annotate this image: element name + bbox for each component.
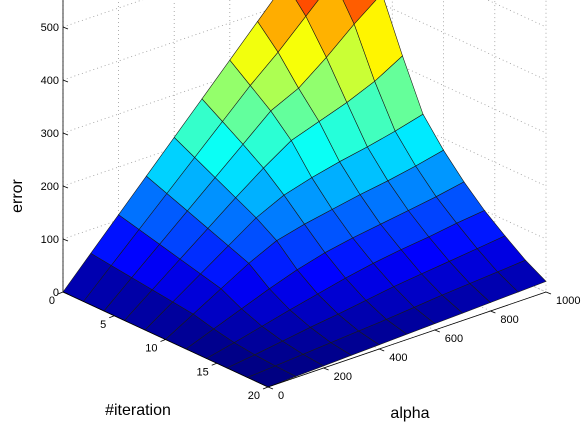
grid-line-z bbox=[62, 0, 547, 81]
y-tick-mark bbox=[57, 291, 64, 295]
z-tick-mark bbox=[62, 291, 69, 295]
surface-patch bbox=[497, 259, 547, 293]
z-tick-mark bbox=[62, 132, 69, 136]
y-tick-label: 20 bbox=[248, 390, 260, 402]
surface-patch bbox=[342, 0, 377, 25]
y-tick-mark bbox=[211, 362, 217, 366]
grid-line-z bbox=[62, 90, 547, 187]
x-tick-label: 600 bbox=[445, 333, 463, 345]
z-tick-mark bbox=[62, 79, 69, 83]
z-tick-mark bbox=[62, 26, 69, 30]
y-tick-label: 10 bbox=[145, 343, 157, 355]
z-tick-label: 500 bbox=[41, 22, 59, 34]
y-tick-label: 5 bbox=[100, 319, 106, 331]
x-tick-label: 1000 bbox=[556, 295, 580, 307]
axes bbox=[57, 0, 552, 390]
z-tick-mark bbox=[62, 238, 69, 242]
x-tick-label: 200 bbox=[334, 371, 352, 383]
x-tick-mark bbox=[323, 367, 329, 371]
z-tick-label: 400 bbox=[41, 75, 59, 87]
y-tick-mark bbox=[160, 339, 166, 342]
x-tick-label: 800 bbox=[500, 314, 518, 326]
y-tick-mark bbox=[262, 386, 269, 390]
x-tick-label: 400 bbox=[389, 352, 407, 364]
z-tick-mark bbox=[62, 185, 69, 189]
x-tick-label: 0 bbox=[278, 390, 284, 402]
tick-labels: 0200400600800100005101520010020030040050… bbox=[41, 22, 581, 402]
x-tick-mark bbox=[490, 310, 496, 314]
x-tick-mark bbox=[545, 291, 552, 295]
y-tick-label: 0 bbox=[49, 295, 55, 307]
x-axis-line bbox=[267, 291, 547, 388]
surface-patch bbox=[295, 0, 319, 17]
x-tick-mark bbox=[434, 329, 440, 333]
y-axis-label: #iteration bbox=[105, 402, 171, 419]
z-tick-label: 100 bbox=[41, 234, 59, 246]
y-tick-mark bbox=[109, 315, 115, 319]
z-axis-label: error bbox=[9, 178, 26, 212]
surface-mesh bbox=[62, 0, 547, 388]
x-axis-label: alpha bbox=[390, 405, 429, 422]
x-tick-mark bbox=[267, 386, 274, 390]
x-tick-mark bbox=[379, 348, 385, 352]
grid-line-z bbox=[62, 37, 547, 134]
z-tick-label: 200 bbox=[41, 181, 59, 193]
y-tick-label: 15 bbox=[197, 366, 209, 378]
z-tick-label: 0 bbox=[53, 287, 59, 299]
z-tick-label: 300 bbox=[41, 128, 59, 140]
